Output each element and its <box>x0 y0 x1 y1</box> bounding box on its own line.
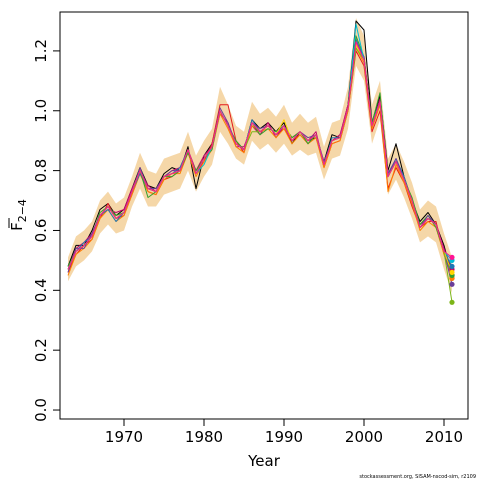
final-point-9 <box>449 269 455 275</box>
y-tick-label-5: 1.0 <box>32 99 50 123</box>
final-point-10 <box>449 299 455 305</box>
x-tick-label-2000: 2000 <box>345 428 383 446</box>
y-axis-title-main: F <box>8 222 26 231</box>
y-axis-title: F2−4 <box>8 199 29 231</box>
y-tick-label-1: 0.2 <box>32 338 50 362</box>
y-tick-label-0: 0.0 <box>32 398 50 422</box>
y-tick-label-4: 0.8 <box>32 159 50 183</box>
x-tick-label-1970: 1970 <box>105 428 143 446</box>
plot-frame <box>59 11 469 420</box>
series-line-11 <box>67 41 453 270</box>
final-point-11 <box>449 254 455 260</box>
confidence-band <box>68 18 452 294</box>
y-axis-title-subscript: 2−4 <box>16 199 29 222</box>
x-tick-label-2010: 2010 <box>425 428 463 446</box>
series-lines <box>67 20 453 303</box>
y-tick-label-3: 0.6 <box>32 219 50 243</box>
x-tick-label-1980: 1980 <box>185 428 223 446</box>
final-point-5 <box>449 263 455 269</box>
credit-text: stockassessment.org, SISAM-nscod-sim, r2… <box>359 474 476 480</box>
y-axis: 0.0 0.2 0.4 0.6 0.8 1.0 1.2 <box>32 39 60 422</box>
x-tick-label-1990: 1990 <box>265 428 303 446</box>
x-axis-title: Year <box>247 452 281 470</box>
y-tick-label-2: 0.4 <box>32 278 50 302</box>
uncertainty-band <box>68 18 452 294</box>
final-point-7 <box>449 281 455 287</box>
final-year-points <box>449 254 455 305</box>
y-tick-label-6: 1.2 <box>32 39 50 63</box>
svg-text:F2−4: F2−4 <box>8 199 29 231</box>
x-axis: 1970 1980 1990 2000 2010 <box>105 419 463 446</box>
